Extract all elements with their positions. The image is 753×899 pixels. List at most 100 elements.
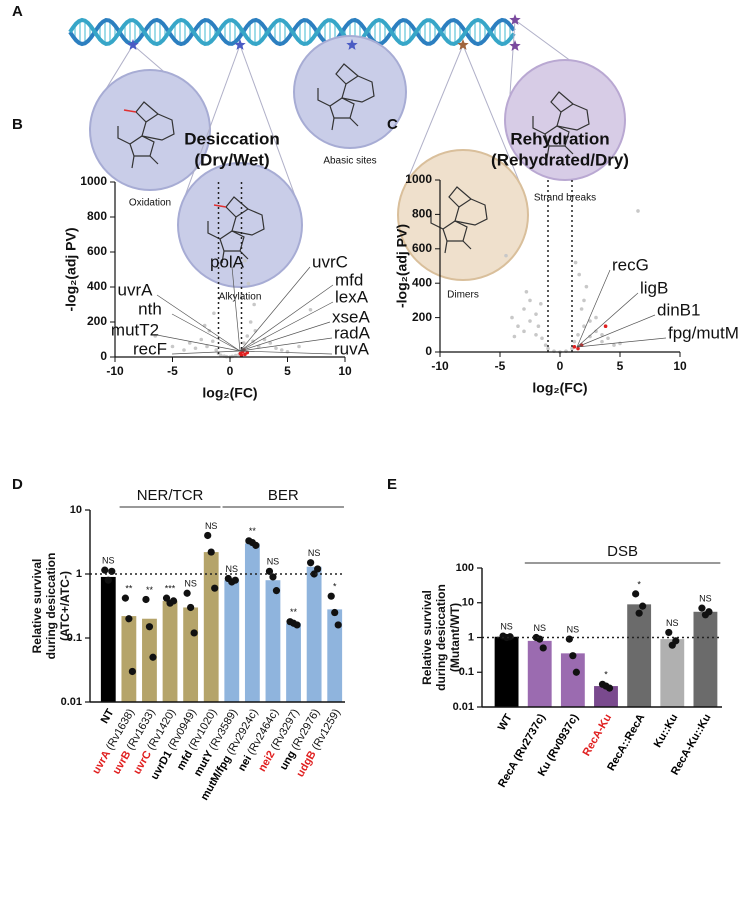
leader-line bbox=[171, 350, 241, 355]
gene-point bbox=[576, 333, 580, 337]
y-tick-label: 200 bbox=[412, 310, 432, 324]
chart-title: Rehydration bbox=[510, 129, 609, 148]
category-name: WT bbox=[496, 712, 515, 733]
lesion-circle bbox=[89, 69, 211, 191]
lesion-star bbox=[346, 39, 358, 50]
sugar-ring bbox=[544, 125, 570, 147]
category-name: uvrB bbox=[110, 749, 133, 777]
gene-point bbox=[528, 298, 532, 303]
connector bbox=[462, 44, 524, 191]
gene-point bbox=[600, 339, 604, 344]
lesion-label: Dimers bbox=[447, 290, 479, 301]
lesion-star bbox=[509, 40, 521, 51]
gene-point bbox=[524, 290, 529, 294]
replicate-dot bbox=[705, 608, 713, 616]
replicate-dot bbox=[231, 576, 239, 584]
gene-point bbox=[187, 341, 192, 345]
lesion-label: Alkylation bbox=[219, 292, 262, 303]
category-name: NT bbox=[99, 707, 117, 726]
leader-line bbox=[239, 301, 334, 352]
leader-line bbox=[239, 266, 311, 352]
molecule bbox=[532, 91, 590, 159]
replicate-dot bbox=[698, 604, 706, 612]
gene-annotation: xseA bbox=[332, 307, 370, 326]
panel-letter: B bbox=[12, 116, 23, 133]
leader-line bbox=[239, 350, 333, 355]
y-tick-label: 100 bbox=[456, 562, 474, 574]
gene-point bbox=[606, 336, 610, 341]
x-tick-label: Ku::Ku bbox=[652, 712, 681, 750]
significance-label: ** bbox=[290, 607, 298, 617]
y-tick-label: 400 bbox=[87, 279, 107, 293]
gene-point bbox=[268, 341, 273, 345]
x-tick-label: 0 bbox=[227, 364, 234, 378]
replicate-dot bbox=[187, 603, 195, 612]
y-axis-label: -log₂(adj PV) bbox=[63, 228, 79, 312]
gene-point bbox=[579, 307, 584, 311]
helix-strand bbox=[68, 17, 516, 47]
category-name: nei bbox=[236, 754, 254, 774]
modified-bond bbox=[213, 204, 227, 208]
gene-point bbox=[182, 348, 186, 352]
replicate-dot bbox=[327, 592, 335, 600]
significance-label: NS bbox=[308, 548, 321, 558]
gene-point bbox=[584, 284, 589, 289]
replicate-dot bbox=[190, 629, 198, 637]
leader-line bbox=[239, 321, 331, 352]
bar bbox=[244, 543, 260, 702]
gene-annotation: lexA bbox=[335, 287, 369, 306]
y-tick-label: 1 bbox=[468, 631, 474, 643]
replicate-dot bbox=[639, 602, 647, 610]
lesion-label: Oxidation bbox=[129, 198, 171, 209]
lesion-star bbox=[127, 39, 139, 50]
gene-annotation: ruvA bbox=[334, 339, 370, 358]
bar bbox=[224, 580, 240, 702]
gene-point bbox=[534, 312, 538, 316]
y-axis-label: Relative survival bbox=[30, 559, 44, 654]
highlight-point bbox=[239, 353, 244, 358]
lesion-circle bbox=[397, 149, 529, 281]
connector bbox=[239, 44, 298, 202]
replicate-dot bbox=[334, 621, 342, 629]
gene-point bbox=[202, 323, 207, 328]
lesion-circle bbox=[504, 59, 626, 181]
leader-line bbox=[576, 314, 656, 348]
gene-point bbox=[214, 348, 218, 352]
gene-point bbox=[572, 339, 577, 344]
y-tick-label: 0 bbox=[425, 344, 432, 358]
y-tick-label: 800 bbox=[412, 207, 432, 221]
x-tick-label: 5 bbox=[284, 364, 291, 378]
gene-point bbox=[539, 302, 543, 306]
gene-point bbox=[636, 209, 640, 213]
gene-point bbox=[577, 272, 581, 277]
replicate-dot bbox=[569, 652, 577, 660]
leader-line bbox=[239, 337, 333, 352]
lesion-star bbox=[457, 39, 469, 50]
gene-point bbox=[504, 253, 508, 258]
gene-point bbox=[274, 346, 278, 351]
leader-line bbox=[576, 269, 611, 348]
highlight-point bbox=[576, 346, 580, 351]
gene-point bbox=[210, 339, 215, 344]
bar bbox=[494, 636, 519, 707]
bar bbox=[306, 566, 322, 702]
replicate-dot bbox=[162, 594, 171, 602]
replicate-dot bbox=[293, 621, 301, 629]
gene-point bbox=[522, 307, 526, 311]
gene-point bbox=[212, 311, 216, 316]
gene-annotation: mfd bbox=[335, 270, 363, 289]
category-name: nei2 bbox=[256, 749, 277, 774]
gene-point bbox=[205, 344, 209, 349]
y-tick-label: 200 bbox=[87, 314, 107, 328]
panel-letter: D bbox=[12, 476, 23, 493]
y-tick-label: 600 bbox=[87, 244, 107, 258]
significance-label: NS bbox=[666, 618, 679, 628]
significance-label: ** bbox=[125, 583, 133, 593]
category-name: Ku::Ku bbox=[652, 712, 681, 750]
replicate-dot bbox=[142, 595, 150, 604]
connector bbox=[402, 44, 464, 191]
bar bbox=[265, 580, 281, 702]
replicate-dot bbox=[211, 584, 219, 592]
y-axis-label: during desiccation bbox=[44, 553, 58, 660]
